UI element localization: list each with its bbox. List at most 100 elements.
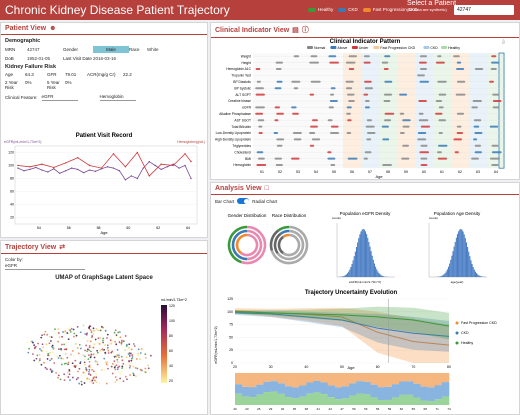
- strip-ckd: [413, 383, 421, 398]
- umap-point: [91, 368, 93, 371]
- umap-point: [111, 372, 114, 375]
- patient-id-input[interactable]: 42747: [454, 5, 514, 15]
- umap-point: [126, 348, 129, 351]
- umap-point: [115, 336, 118, 339]
- umap-point: [103, 348, 106, 351]
- umap-point: [114, 363, 117, 366]
- umap-point: [80, 383, 83, 386]
- colorby-select[interactable]: eGFR: [5, 263, 85, 270]
- civ-mark: [384, 80, 393, 83]
- egfr-hist-bar: [354, 251, 356, 277]
- civ-row-label: Total Bilirubin: [231, 125, 251, 129]
- umap-point: [75, 378, 78, 381]
- clinical-feature-select[interactable]: eGFR: [41, 94, 78, 101]
- civ-mark: [418, 119, 429, 122]
- civ-mark: [419, 55, 427, 58]
- civ-mark: [328, 55, 337, 58]
- umap-point: [51, 351, 54, 353]
- umap-point: [78, 382, 81, 385]
- umap-point: [77, 370, 79, 373]
- clinical-feature-row: Clinical Feature: eGFR Hemoglobin: [5, 94, 203, 101]
- umap-point: [144, 367, 147, 370]
- header-bar: Chronic Kidney Disease Patient Trajector…: [0, 0, 520, 20]
- civ-column-bg: [433, 53, 451, 169]
- umap-point: [66, 356, 69, 359]
- umap-point: [69, 379, 71, 381]
- umap-point: [61, 343, 63, 346]
- civ-row-label: BMI: [245, 157, 251, 161]
- age-hist-bar: [455, 237, 457, 277]
- umap-point: [63, 379, 66, 382]
- civ-mark: [489, 125, 499, 128]
- race-arc: [282, 233, 290, 239]
- uncert-y-tick: 100: [227, 310, 233, 314]
- umap-point: [88, 354, 90, 357]
- civ-legend-swatch: [373, 46, 380, 49]
- strip-fast: [334, 373, 343, 388]
- colorby-label: Color by:: [5, 257, 24, 262]
- umap-point: [88, 360, 91, 363]
- umap-point: [113, 366, 116, 369]
- strip-x-tick: 56: [376, 407, 380, 411]
- umap-point: [49, 368, 52, 371]
- strip-x-tick: 41: [317, 407, 321, 411]
- gender-arc: [241, 225, 267, 265]
- umap-point: [38, 353, 41, 356]
- civ-x-tick: 57: [368, 170, 372, 174]
- egfr-hist-bar: [364, 231, 367, 277]
- civ-legend-label: CKD: [430, 46, 438, 50]
- pvr-point: [148, 160, 150, 163]
- pvr-y-tick: 40: [10, 203, 14, 207]
- patient-visit-chart: Patient Visit Record eGFR(mL/min/1.73m^2…: [4, 133, 205, 235]
- umap-point: [125, 367, 128, 370]
- uncert-x-label: Age: [347, 365, 355, 370]
- civ-mark: [418, 61, 427, 64]
- age-hist-bar: [441, 275, 443, 277]
- gender-label: Gender: [63, 47, 79, 52]
- umap-point: [104, 330, 107, 332]
- civ-x-tick: 61: [440, 170, 444, 174]
- umap-point: [120, 341, 123, 344]
- civ-legend-swatch: [441, 46, 448, 49]
- legend-fast: Fast Progression CKD: [362, 7, 418, 12]
- civ-mark: [489, 80, 494, 83]
- umap-point: [42, 346, 45, 349]
- civ-column-bg: [361, 53, 379, 169]
- civ-mark: [420, 144, 428, 147]
- umap-point: [94, 338, 97, 341]
- civ-mark: [489, 157, 500, 160]
- pvr-y-tick: 60: [10, 190, 14, 194]
- egfr-hist-bar: [345, 274, 347, 277]
- egfr-hist-bar: [342, 276, 344, 277]
- civ-mark: [420, 164, 428, 166]
- umap-point: [79, 347, 82, 350]
- pvr-x-tick: 54: [37, 226, 41, 230]
- chart-toggle[interactable]: [237, 198, 250, 204]
- download-icon[interactable]: ⇩: [501, 39, 506, 46]
- uncert-legend-dot: [455, 321, 459, 325]
- umap-point: [97, 329, 99, 332]
- umap-point: [37, 342, 39, 345]
- civ-mark: [420, 157, 428, 160]
- civ-mark: [365, 125, 375, 128]
- umap-point: [92, 377, 95, 380]
- umap-point: [106, 346, 109, 349]
- umap-point: [57, 328, 60, 330]
- umap-point: [89, 329, 92, 331]
- civ-legend-swatch: [351, 46, 358, 49]
- umap-point: [90, 346, 93, 349]
- umap-point: [106, 333, 109, 336]
- second-feature-select[interactable]: Hemoglobin: [99, 94, 136, 101]
- colorbar-tick: 120: [169, 304, 175, 308]
- patient-view-panel: Patient View ☻ Demographic MRN 42747 Gende…: [0, 22, 208, 238]
- civ-mark: [384, 119, 392, 122]
- umap-point: [128, 355, 131, 357]
- age-hist-bar: [445, 271, 447, 277]
- civ-mark: [471, 106, 478, 109]
- civ-mark: [363, 93, 369, 96]
- pvr-point: [124, 166, 127, 168]
- umap-point: [94, 379, 96, 382]
- egfr-hist-bar: [344, 275, 346, 277]
- egfr-density-y: counts: [332, 216, 341, 220]
- umap-point: [67, 338, 70, 341]
